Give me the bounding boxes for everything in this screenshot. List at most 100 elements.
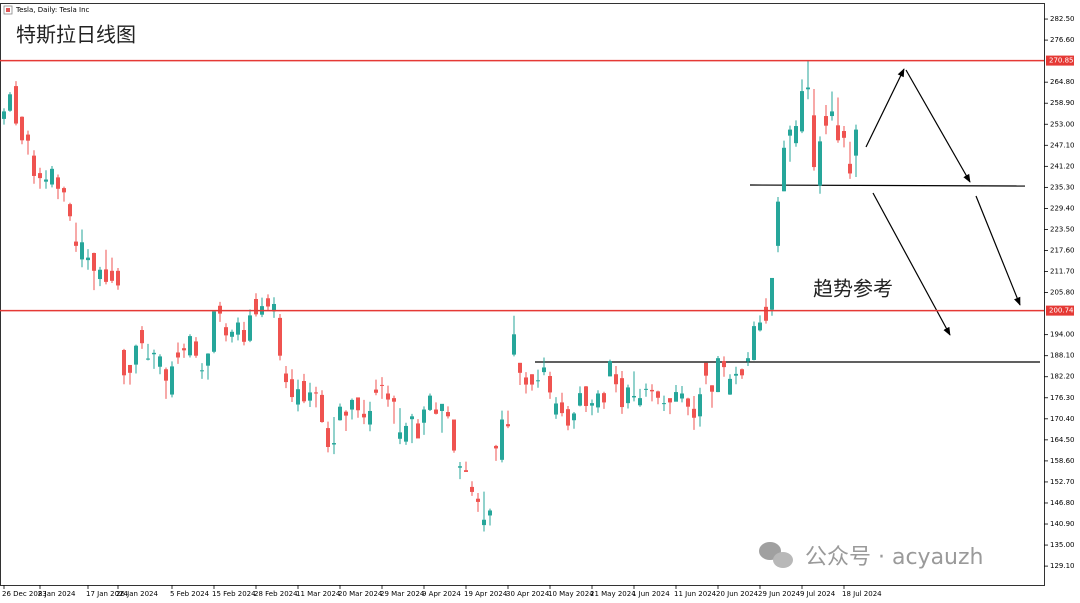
candle-body <box>302 381 306 402</box>
candle-body <box>344 411 348 416</box>
y-tick-label: 135.00 <box>1050 541 1075 549</box>
candle-body <box>176 352 180 358</box>
candle-body <box>848 163 852 174</box>
candle-body <box>92 252 96 271</box>
candle-body <box>128 364 132 373</box>
candle-body <box>44 179 48 182</box>
candle-body <box>410 416 414 420</box>
candle-body <box>638 398 642 406</box>
candle-body <box>398 432 402 439</box>
candle-body <box>440 403 444 411</box>
plot-frame <box>0 3 1045 586</box>
y-tick-label: 129.10 <box>1050 562 1075 570</box>
candle-body <box>326 428 330 447</box>
candle-body <box>470 486 474 492</box>
candle-body <box>728 378 732 395</box>
candle-body <box>308 392 312 401</box>
y-tick-label: 182.20 <box>1050 373 1075 381</box>
candle-body <box>284 373 288 383</box>
candle-body <box>62 188 66 193</box>
x-tick-label: 8 Jan 2024 <box>38 590 76 598</box>
candle-body <box>458 466 462 468</box>
x-tick-label: 21 May 2024 <box>590 590 636 598</box>
candle-body <box>212 311 216 352</box>
candle-body <box>704 362 708 376</box>
candle-body <box>572 413 576 421</box>
y-tick-label: 217.60 <box>1050 246 1075 254</box>
y-tick-label: 146.80 <box>1050 499 1075 507</box>
candle-body <box>206 353 210 366</box>
candle-body <box>584 386 588 406</box>
candle-body <box>482 519 486 526</box>
window-icon <box>3 5 13 15</box>
annotation: 趋势参考 <box>813 277 893 301</box>
candle-body <box>86 257 90 261</box>
candle-body <box>104 269 108 282</box>
x-tick-label: 11 Jun 2024 <box>674 590 717 598</box>
candle-body <box>266 298 270 307</box>
candle-body <box>650 389 654 392</box>
candle-body <box>254 298 258 315</box>
candle-body <box>740 369 744 376</box>
candle-body <box>824 116 828 126</box>
y-tick-label: 235.30 <box>1050 183 1075 191</box>
candle-body <box>542 367 546 373</box>
candle-body <box>248 315 252 341</box>
candle-body <box>626 387 630 404</box>
candle-body <box>362 413 366 418</box>
candle-body <box>170 366 174 395</box>
candle-body <box>698 394 702 417</box>
y-tick-label: 176.30 <box>1050 394 1075 402</box>
candle-body <box>722 361 726 368</box>
candle-body <box>272 303 276 312</box>
candle-body <box>26 134 30 141</box>
candle-body <box>734 373 738 376</box>
candle-body <box>836 125 840 141</box>
y-tick-label: 247.10 <box>1050 141 1075 149</box>
candle-body <box>464 470 468 472</box>
y-tick-label: 152.70 <box>1050 478 1075 486</box>
candle-body <box>686 398 690 407</box>
candle-body <box>578 393 582 406</box>
x-tick-label: 20 Mar 2024 <box>338 590 383 598</box>
candle-body <box>758 322 762 331</box>
candle-body <box>236 322 240 335</box>
candle-body <box>338 406 342 421</box>
candle-body <box>422 409 426 423</box>
candle-body <box>38 173 42 179</box>
candle-body <box>350 399 354 410</box>
candle-body <box>674 392 678 402</box>
y-tick-label: 223.50 <box>1050 225 1075 233</box>
candle-body <box>116 270 120 286</box>
x-tick-label: 1 Jun 2024 <box>632 590 670 598</box>
candle-body <box>428 395 432 410</box>
candle-body <box>596 393 600 408</box>
candle-body <box>644 388 648 390</box>
y-tick-label: 194.00 <box>1050 331 1075 339</box>
candle-body <box>68 204 72 217</box>
y-tick-label: 276.60 <box>1050 36 1075 44</box>
candle-body <box>140 330 144 344</box>
candle-body <box>500 419 504 460</box>
y-tick-label: 164.50 <box>1050 436 1075 444</box>
candle-body <box>278 317 282 356</box>
candle-body <box>242 330 246 342</box>
x-tick-label: 19 Apr 2024 <box>464 590 508 598</box>
candle-body <box>50 168 54 185</box>
candle-body <box>662 403 666 405</box>
candle-body <box>524 377 528 385</box>
y-tick-label: 140.90 <box>1050 520 1075 528</box>
x-tick-label: 9 Jul 2024 <box>800 590 836 598</box>
candle-body <box>218 305 222 314</box>
candle-body <box>746 358 750 362</box>
y-tick-label: 229.40 <box>1050 204 1075 212</box>
candle-body <box>842 131 846 138</box>
y-tick-label: 205.80 <box>1050 289 1075 297</box>
chart-subtitle: Tesla, Daily: Tesla Inc <box>15 6 90 14</box>
candle-body <box>20 116 24 141</box>
candle-body <box>296 389 300 405</box>
x-tick-label: 29 Mar 2024 <box>380 590 425 598</box>
candle-body <box>374 389 378 393</box>
x-tick-label: 9 Apr 2024 <box>422 590 461 598</box>
